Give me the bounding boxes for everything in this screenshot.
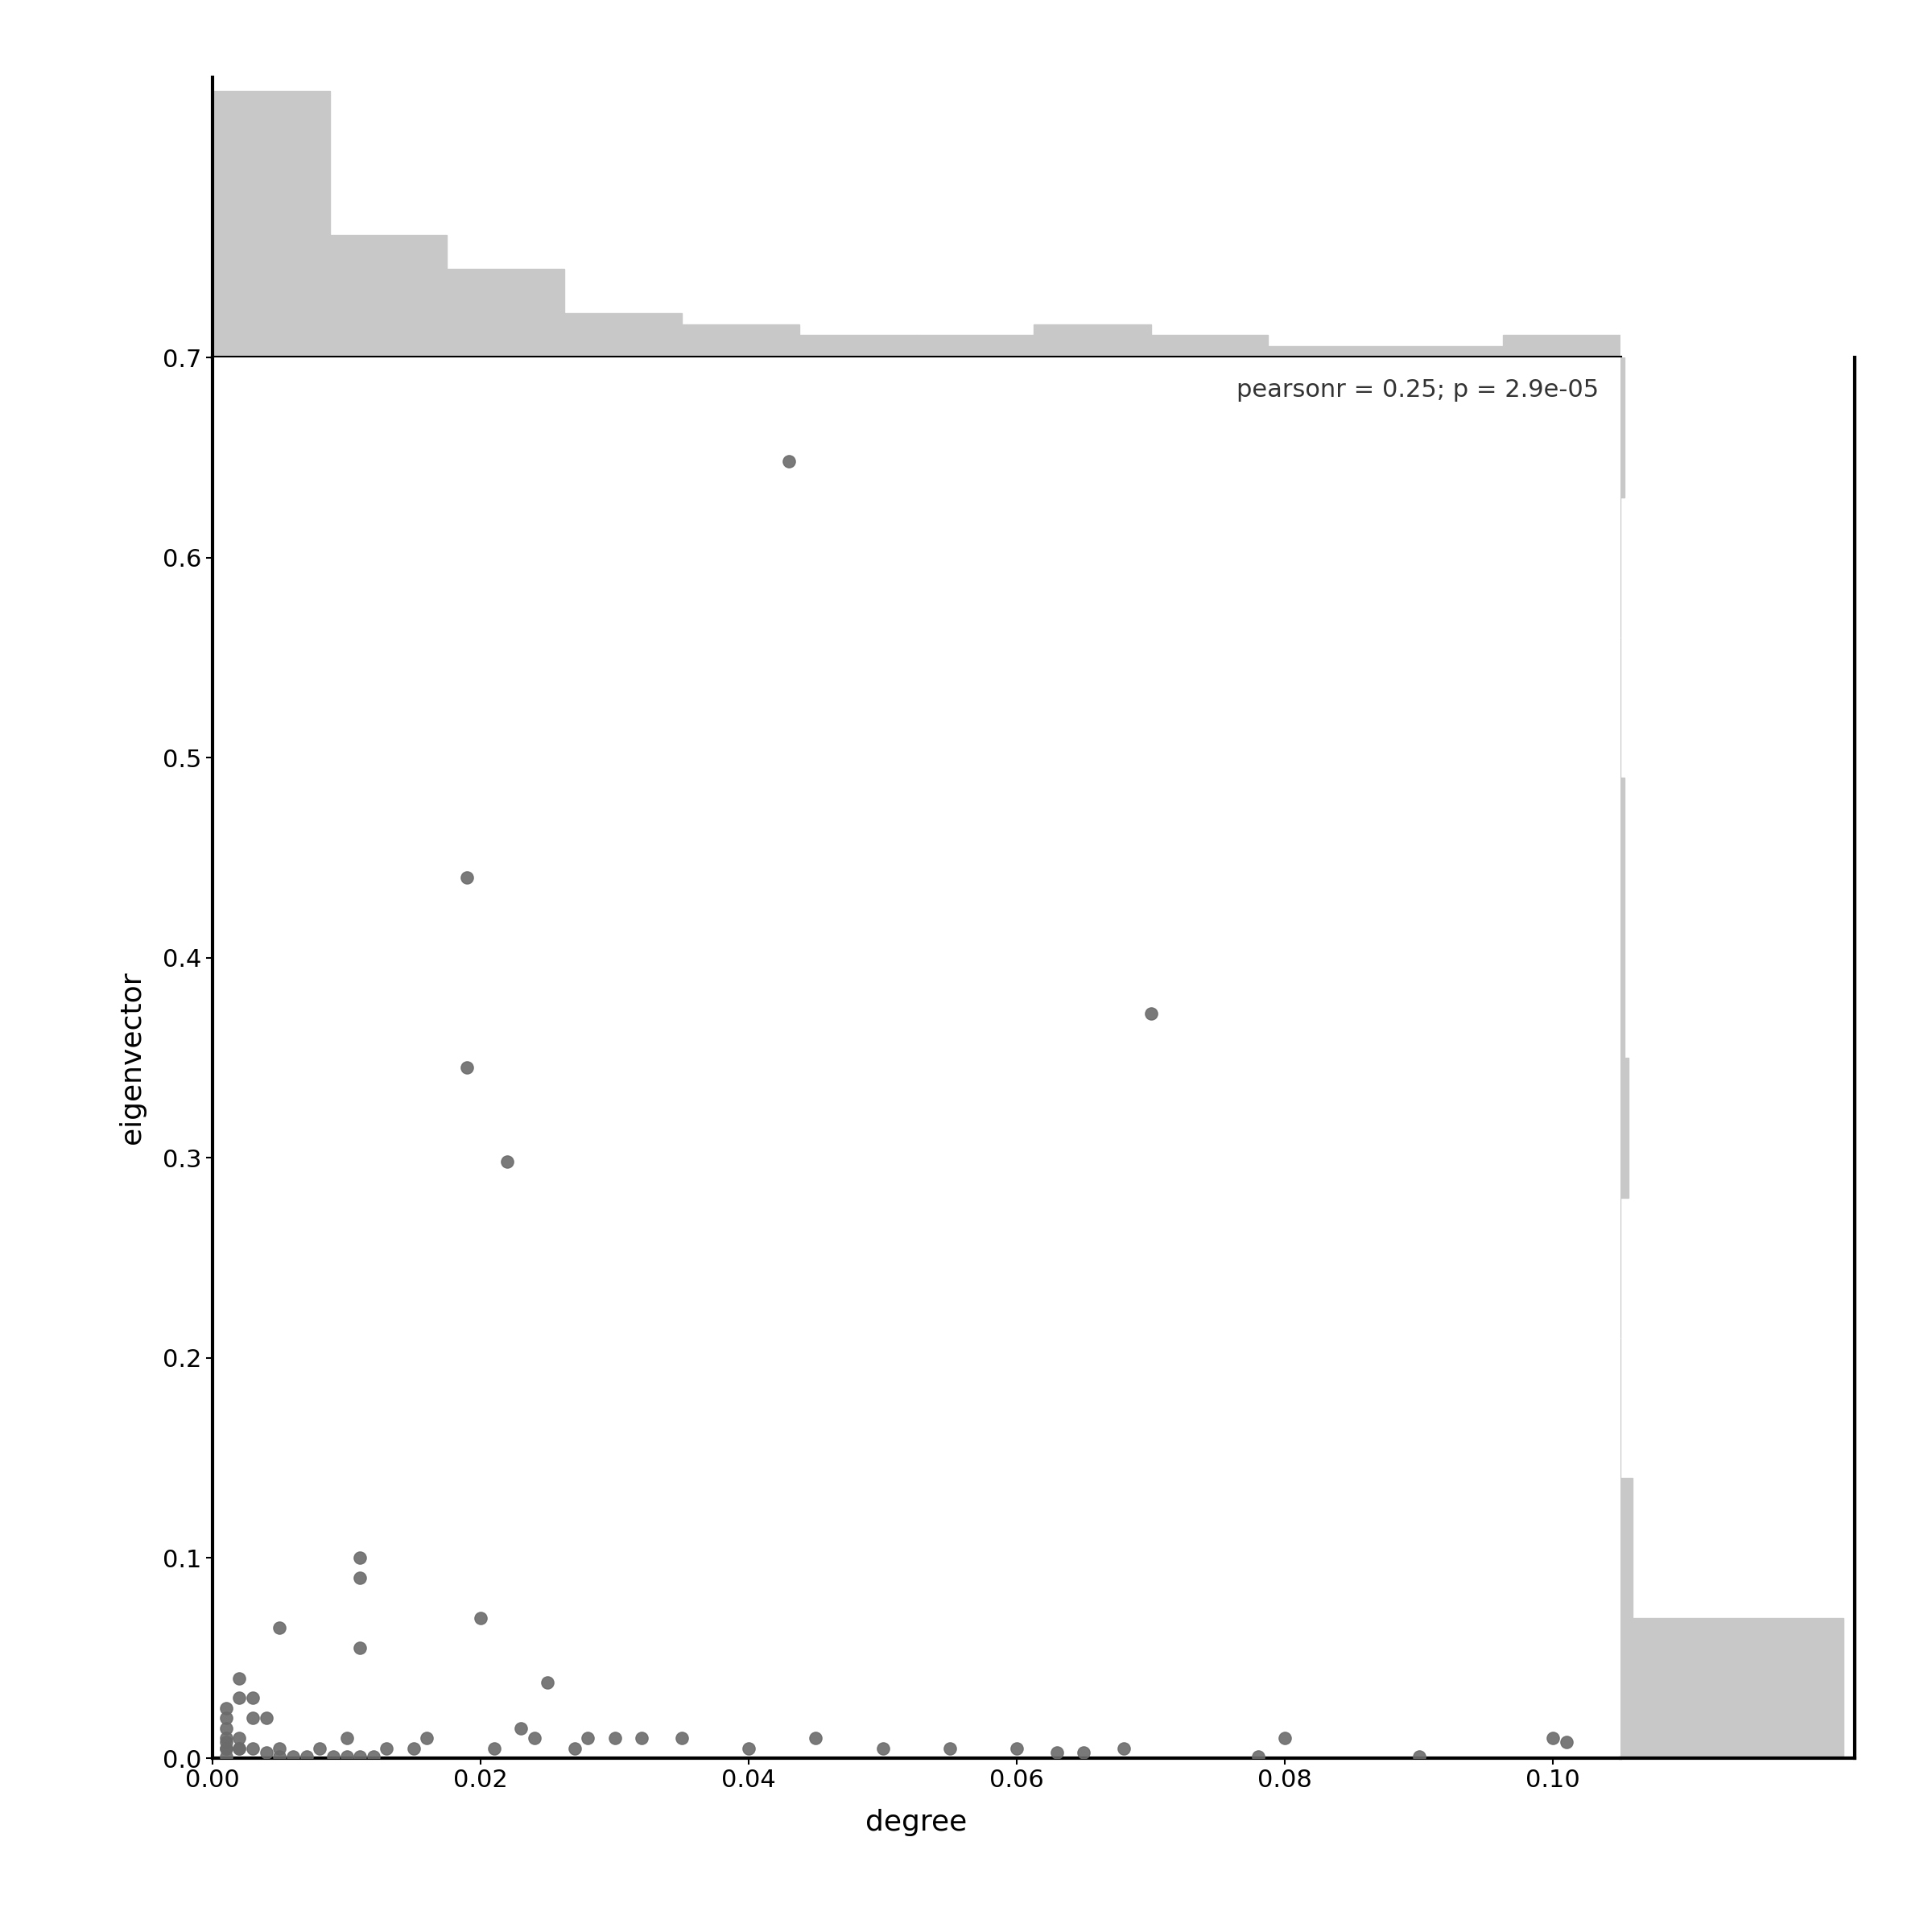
Point (572, 1723, 603, 1754)
Point (452, 862, 483, 893)
Point (1269, 1723, 1300, 1754)
Point (412, 1723, 442, 1754)
Point (317, 1741, 348, 1772)
Text: pearsonr = 0.25; p = 2.9e-05: pearsonr = 0.25; p = 2.9e-05 (1236, 379, 1600, 402)
Point (1001, 1733, 1032, 1764)
Bar (1621, 1619, 1843, 1758)
Point (506, 1712, 537, 1743)
Point (224, 1663, 255, 1694)
Point (531, 1667, 562, 1698)
Point (1109, 1733, 1140, 1764)
Point (292, 1741, 323, 1772)
Point (935, 1733, 966, 1764)
Bar (330, 236, 446, 357)
Bar (1621, 1059, 1629, 1198)
Point (265, 1741, 296, 1772)
Point (371, 1733, 402, 1764)
Point (238, 1683, 269, 1714)
Point (224, 1683, 255, 1714)
Point (520, 1723, 551, 1754)
Bar (916, 334, 1034, 357)
Point (211, 1727, 242, 1758)
Y-axis label: eigenvector: eigenvector (118, 972, 147, 1144)
Bar (1151, 334, 1267, 357)
Point (211, 1702, 242, 1733)
Point (265, 1613, 296, 1644)
Point (773, 446, 804, 477)
Bar (1267, 346, 1385, 357)
Bar (564, 313, 682, 357)
Point (867, 1733, 898, 1764)
Point (667, 1723, 697, 1754)
Point (452, 1053, 483, 1084)
Point (493, 1146, 524, 1177)
Point (224, 1723, 255, 1754)
Point (1041, 1737, 1072, 1768)
Bar (1385, 346, 1503, 357)
Point (599, 1723, 630, 1754)
Bar (213, 91, 330, 357)
Point (344, 1741, 375, 1772)
Point (211, 1733, 242, 1764)
Point (211, 1692, 242, 1723)
Point (238, 1702, 269, 1733)
Point (734, 1733, 765, 1764)
Bar (1621, 1478, 1633, 1619)
Point (238, 1733, 269, 1764)
Point (1242, 1741, 1273, 1772)
Point (224, 1733, 255, 1764)
Point (251, 1737, 282, 1768)
Point (344, 1633, 375, 1663)
Point (1136, 999, 1167, 1030)
Point (357, 1741, 388, 1772)
Point (211, 1741, 242, 1772)
Point (211, 1712, 242, 1743)
Point (305, 1733, 336, 1764)
Point (278, 1741, 309, 1772)
Bar (1503, 334, 1621, 357)
Point (558, 1733, 589, 1764)
Point (1403, 1741, 1434, 1772)
Bar (1621, 357, 1625, 498)
Point (398, 1733, 429, 1764)
Point (1538, 1723, 1569, 1754)
Bar (1621, 918, 1625, 1059)
Point (626, 1723, 657, 1754)
Point (330, 1723, 361, 1754)
Point (344, 1563, 375, 1594)
Point (1551, 1727, 1582, 1758)
Point (330, 1741, 361, 1772)
Bar (800, 334, 916, 357)
X-axis label: degree: degree (866, 1808, 968, 1835)
Point (466, 1604, 497, 1634)
Bar (1034, 325, 1151, 357)
Bar (446, 269, 564, 357)
Point (224, 1733, 255, 1764)
Point (479, 1733, 510, 1764)
Bar (682, 325, 800, 357)
Point (800, 1723, 831, 1754)
Point (211, 1723, 242, 1754)
Point (265, 1733, 296, 1764)
Point (211, 1733, 242, 1764)
Point (344, 1542, 375, 1573)
Point (251, 1702, 282, 1733)
Point (1068, 1737, 1099, 1768)
Bar (1621, 779, 1625, 918)
